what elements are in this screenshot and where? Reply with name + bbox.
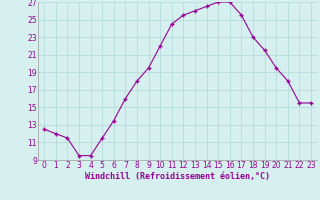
X-axis label: Windchill (Refroidissement éolien,°C): Windchill (Refroidissement éolien,°C)	[85, 172, 270, 181]
